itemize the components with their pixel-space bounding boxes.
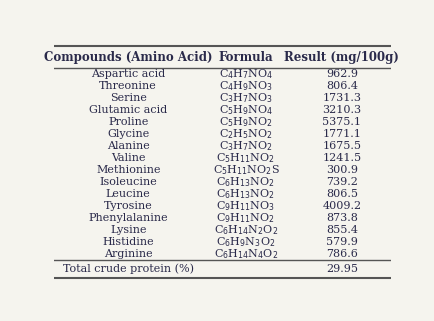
Text: C$_4$H$_9$NO$_3$: C$_4$H$_9$NO$_3$ <box>219 79 273 93</box>
Text: 579.9: 579.9 <box>326 237 358 247</box>
Text: Valine: Valine <box>111 153 145 163</box>
Text: 1675.5: 1675.5 <box>322 141 362 151</box>
Text: Formula: Formula <box>219 51 273 64</box>
Text: 1731.3: 1731.3 <box>322 93 362 103</box>
Text: C$_5$H$_{11}$NO$_2$: C$_5$H$_{11}$NO$_2$ <box>217 151 276 165</box>
Text: Leucine: Leucine <box>106 189 151 199</box>
Text: C$_2$H$_5$NO$_2$: C$_2$H$_5$NO$_2$ <box>219 127 273 141</box>
Text: 739.2: 739.2 <box>326 177 358 187</box>
Text: C$_4$H$_7$NO$_4$: C$_4$H$_7$NO$_4$ <box>219 67 273 81</box>
Text: C$_3$H$_7$NO$_3$: C$_3$H$_7$NO$_3$ <box>219 91 273 105</box>
Text: C$_3$H$_7$NO$_2$: C$_3$H$_7$NO$_2$ <box>219 139 273 153</box>
Text: 806.4: 806.4 <box>326 81 358 91</box>
Text: Tyrosine: Tyrosine <box>104 201 153 211</box>
Text: C$_6$H$_{14}$N$_2$O$_2$: C$_6$H$_{14}$N$_2$O$_2$ <box>214 223 278 237</box>
Text: Compounds (Amino Acid): Compounds (Amino Acid) <box>44 51 213 64</box>
Text: Isoleucine: Isoleucine <box>99 177 157 187</box>
Text: Methionine: Methionine <box>96 165 161 175</box>
Text: C$_5$H$_9$NO$_2$: C$_5$H$_9$NO$_2$ <box>219 115 273 129</box>
Text: Arginine: Arginine <box>104 249 153 259</box>
Text: 962.9: 962.9 <box>326 69 358 79</box>
Text: 5375.1: 5375.1 <box>322 117 362 127</box>
Text: 855.4: 855.4 <box>326 225 358 235</box>
Text: Proline: Proline <box>108 117 148 127</box>
Text: C$_6$H$_{14}$N$_4$O$_2$: C$_6$H$_{14}$N$_4$O$_2$ <box>214 247 278 261</box>
Text: 786.6: 786.6 <box>326 249 358 259</box>
Text: C$_6$H$_{13}$NO$_2$: C$_6$H$_{13}$NO$_2$ <box>217 175 276 189</box>
Text: Serine: Serine <box>110 93 147 103</box>
Text: 1241.5: 1241.5 <box>322 153 362 163</box>
Text: Alanine: Alanine <box>107 141 150 151</box>
Text: 3210.3: 3210.3 <box>322 105 362 115</box>
Text: Glycine: Glycine <box>107 129 149 139</box>
Text: Histidine: Histidine <box>102 237 154 247</box>
Text: 806.5: 806.5 <box>326 189 358 199</box>
Text: 4009.2: 4009.2 <box>322 201 362 211</box>
Text: Lysine: Lysine <box>110 225 147 235</box>
Text: Phenylalanine: Phenylalanine <box>89 213 168 223</box>
Text: 1771.1: 1771.1 <box>322 129 361 139</box>
Text: C$_9$H$_{11}$NO$_2$: C$_9$H$_{11}$NO$_2$ <box>217 211 276 225</box>
Text: C$_6$H$_9$N$_3$O$_2$: C$_6$H$_9$N$_3$O$_2$ <box>216 235 276 249</box>
Text: C$_9$H$_{11}$NO$_3$: C$_9$H$_{11}$NO$_3$ <box>217 199 276 213</box>
Text: C$_5$H$_9$NO$_4$: C$_5$H$_9$NO$_4$ <box>219 103 273 117</box>
Text: C$_5$H$_{11}$NO$_2$S: C$_5$H$_{11}$NO$_2$S <box>213 163 279 177</box>
Text: C$_6$H$_{13}$NO$_2$: C$_6$H$_{13}$NO$_2$ <box>217 187 276 201</box>
Text: Threonine: Threonine <box>99 81 157 91</box>
Text: 300.9: 300.9 <box>326 165 358 175</box>
Text: 873.8: 873.8 <box>326 213 358 223</box>
Text: Total crude protein (%): Total crude protein (%) <box>63 264 194 274</box>
Text: Result (mg/100g): Result (mg/100g) <box>284 51 399 64</box>
Text: Aspartic acid: Aspartic acid <box>91 69 165 79</box>
Text: 29.95: 29.95 <box>326 264 358 274</box>
Text: Glutamic acid: Glutamic acid <box>89 105 168 115</box>
